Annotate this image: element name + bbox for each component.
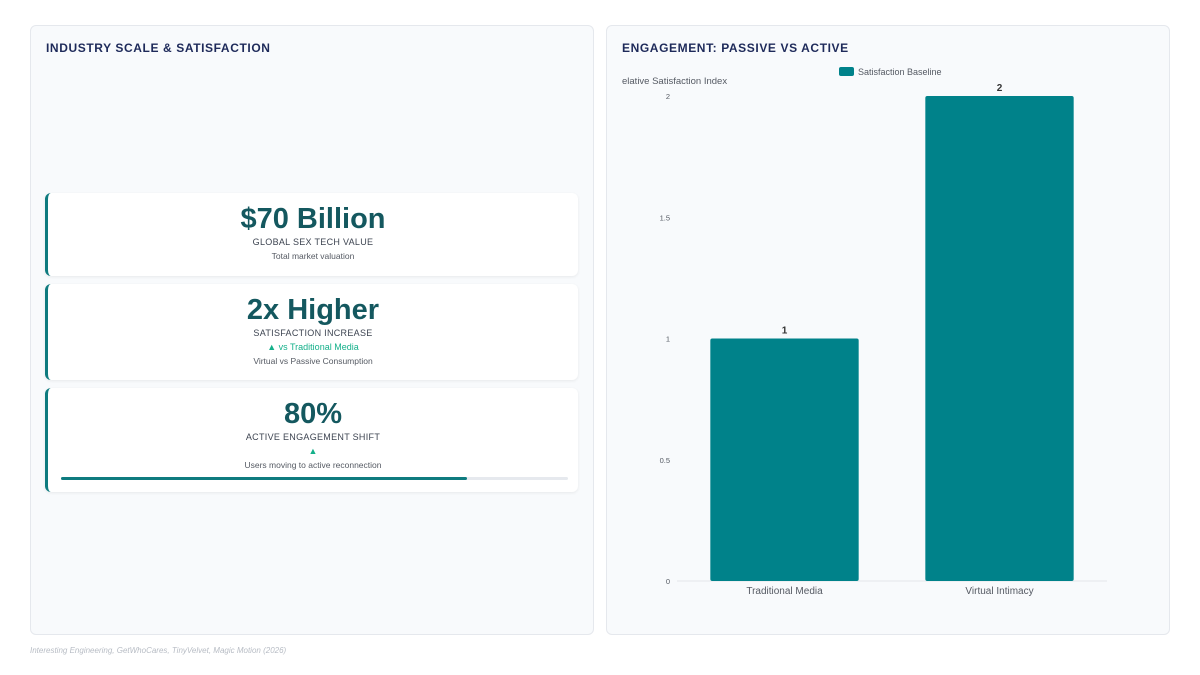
kpi-label: ACTIVE ENGAGEMENT SHIFT [245, 432, 381, 442]
legend-label: Satisfaction Baseline [858, 67, 942, 77]
kpi-card-satisfaction: 2x Higher SATISFACTION INCREASE ▲ vs Tra… [45, 284, 578, 380]
y-tick-label: 1 [666, 335, 670, 344]
engagement-chart-panel: ENGAGEMENT: PASSIVE VS ACTIVE Satisfacti… [606, 25, 1170, 635]
kpi-value: 2x Higher [246, 294, 380, 326]
source-footnote: Interesting Engineering, GetWhoCares, Ti… [30, 646, 287, 655]
kpi-label: SATISFACTION INCREASE [253, 328, 373, 338]
y-axis-label: elative Satisfaction Index [622, 76, 727, 87]
y-tick-label: 0 [666, 577, 670, 586]
kpi-value: 80% [283, 398, 343, 430]
y-tick-label: 2 [666, 92, 670, 101]
y-tick-label: 1.5 [660, 213, 670, 222]
panel-title: INDUSTRY SCALE & SATISFACTION [46, 41, 271, 55]
legend-swatch [839, 67, 854, 76]
industry-scale-panel: INDUSTRY SCALE & SATISFACTION $70 Billio… [30, 25, 594, 635]
data-label: 1 [782, 326, 788, 337]
kpi-trend-up: ▲ vs Traditional Media [267, 342, 359, 352]
progress-fill [61, 477, 467, 480]
kpi-subtext: Total market valuation [271, 251, 355, 261]
kpi-subtext: Virtual vs Passive Consumption [253, 356, 373, 366]
bar [925, 96, 1074, 581]
progress-bar [61, 477, 568, 480]
kpi-label: GLOBAL SEX TECH VALUE [252, 237, 374, 247]
kpi-value: $70 Billion [240, 203, 386, 235]
data-label: 2 [997, 83, 1003, 94]
kpi-card-market-value: $70 Billion GLOBAL SEX TECH VALUE Total … [45, 193, 578, 276]
x-tick-label: Traditional Media [746, 586, 823, 597]
y-tick-label: 0.5 [660, 456, 670, 465]
bar-chart: Satisfaction Baseline elative Satisfactio… [622, 67, 1107, 597]
kpi-subtext: Users moving to active reconnection [244, 460, 382, 470]
bar [710, 338, 859, 581]
panel-title: ENGAGEMENT: PASSIVE VS ACTIVE [622, 41, 849, 55]
x-tick-label: Virtual Intimacy [965, 586, 1033, 597]
kpi-card-engagement-shift: 80% ACTIVE ENGAGEMENT SHIFT ▲ Users movi… [45, 388, 578, 492]
trend-up-icon: ▲ [308, 446, 318, 456]
